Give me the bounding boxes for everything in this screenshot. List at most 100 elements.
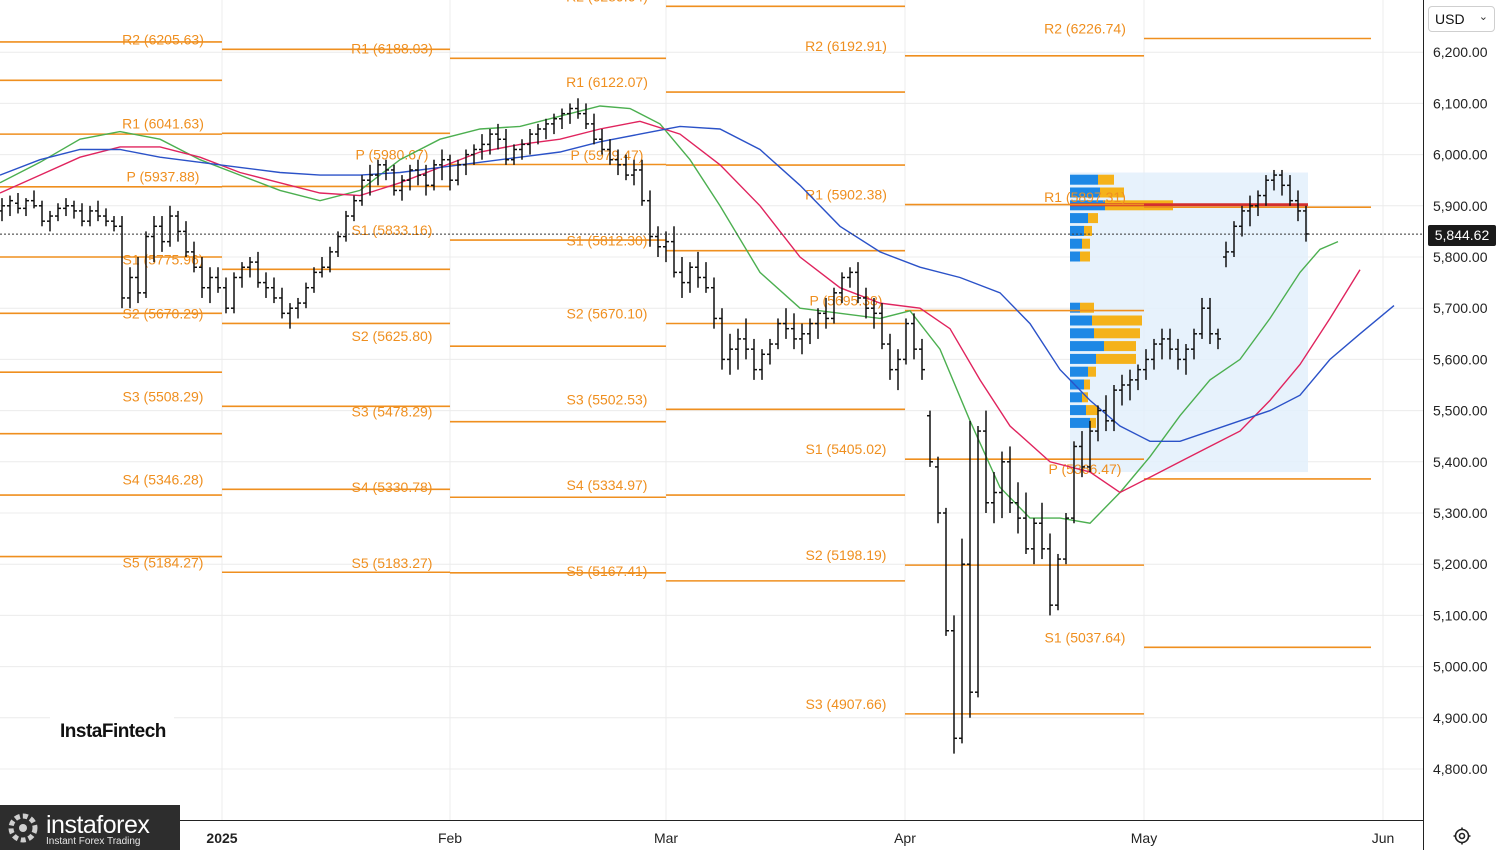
pivot-label: S5 (5183.27) xyxy=(352,555,433,571)
volume-profile-buy-bar xyxy=(1070,302,1080,313)
volume-profile-sell-bar xyxy=(1080,302,1094,313)
volume-profile-buy-bar xyxy=(1070,341,1104,352)
price-tick-label: 4,800.00 xyxy=(1433,761,1488,777)
pivot-label: S3 (5508.29) xyxy=(123,388,204,404)
moving-average-mid xyxy=(0,120,1361,494)
pivot-label: P (5979.47) xyxy=(571,147,644,163)
pivot-label: S1 (5833.16) xyxy=(352,222,433,238)
volume-profile-buy-bar xyxy=(1070,174,1098,185)
pivot-label: R1 (5902.38) xyxy=(805,187,887,203)
pivot-label: P (5937.88) xyxy=(127,168,200,184)
volume-profile-buy-bar xyxy=(1070,392,1082,403)
volume-profile-buy-bar xyxy=(1070,405,1086,416)
time-tick-label: Feb xyxy=(438,830,462,846)
pivot-label: S1 (5405.02) xyxy=(806,441,887,457)
volume-profile-sell-bar xyxy=(1080,251,1090,262)
volume-profile-sell-bar xyxy=(1084,379,1090,390)
moving-average-slow xyxy=(0,125,1395,442)
volume-profile-buy-bar xyxy=(1070,328,1094,339)
time-tick-label: Mar xyxy=(654,830,678,846)
price-tick-label: 4,900.00 xyxy=(1433,710,1488,726)
moving-averages xyxy=(0,105,1395,524)
volume-profile-buy-bar xyxy=(1070,213,1088,224)
pivot-label: R1 (6122.07) xyxy=(566,74,648,90)
pivot-label: P (5366.47) xyxy=(1049,461,1122,477)
pivot-label: S4 (5330.78) xyxy=(352,479,433,495)
volume-profile-buy-bar xyxy=(1070,251,1080,262)
currency-label: USD xyxy=(1435,11,1465,27)
volume-profile-sell-bar xyxy=(1094,328,1140,339)
pivot-label: S3 (5478.29) xyxy=(352,404,433,420)
time-tick-label: Apr xyxy=(894,830,916,846)
volume-profile-sell-bar xyxy=(1098,174,1114,185)
pivot-label: S1 (5812.30) xyxy=(567,233,648,249)
watermark-text: InstaFintech xyxy=(60,721,166,742)
price-tick-label: 5,300.00 xyxy=(1433,505,1488,521)
pivot-label: S3 (4907.66) xyxy=(806,696,887,712)
pivot-label: R1 (6041.63) xyxy=(122,115,204,131)
price-tick-label: 6,100.00 xyxy=(1433,95,1488,111)
volume-profile-buy-bar xyxy=(1070,353,1096,364)
pivot-label: R1 (6188.03) xyxy=(351,40,433,56)
pivot-label: S4 (5346.28) xyxy=(123,471,204,487)
volume-profile-sell-bar xyxy=(1104,341,1136,352)
gear-icon[interactable] xyxy=(1452,826,1472,846)
volume-profile-buy-bar xyxy=(1070,315,1092,326)
pivot-label: R1 (5897.31) xyxy=(1044,189,1126,205)
volume-profile-buy-bar xyxy=(1070,238,1082,249)
volume-profile-sell-bar xyxy=(1092,315,1142,326)
volume-profile-sell-bar xyxy=(1090,417,1096,428)
price-tick-label: 5,000.00 xyxy=(1433,659,1488,675)
pivot-label: S2 (5625.80) xyxy=(352,328,433,344)
volume-profile-sell-bar xyxy=(1082,238,1090,249)
pivot-label: S2 (5198.19) xyxy=(806,547,887,563)
price-axis[interactable]: 4,800.00 4,900.00 5,000.00 5,100.00 5,200.00… xyxy=(1433,44,1488,777)
volume-profile-sell-bar xyxy=(1100,187,1124,198)
volume-profile-buy-bar xyxy=(1070,379,1084,390)
price-tick-label: 6,000.00 xyxy=(1433,147,1488,163)
pivot-label: R2 (6205.63) xyxy=(122,31,204,47)
price-tick-label: 6,200.00 xyxy=(1433,44,1488,60)
volume-profile-sell-bar xyxy=(1086,405,1098,416)
pivot-label: S5 (5184.27) xyxy=(123,554,204,570)
instaforex-logo: instaforex Instant Forex Trading xyxy=(0,805,180,850)
pivot-label: S3 (5502.53) xyxy=(567,391,648,407)
pivot-label: R2 (6226.74) xyxy=(1044,21,1126,37)
price-tick-label: 5,600.00 xyxy=(1433,351,1488,367)
pivot-label: S4 (5334.97) xyxy=(567,477,648,493)
time-axis[interactable]: 2025 Feb Mar Apr May Jun xyxy=(206,830,1394,846)
logo-subtitle: Instant Forex Trading xyxy=(46,836,141,847)
pivot-label: R2 (6192.91) xyxy=(805,38,887,54)
volume-profile-buy-bar xyxy=(1070,417,1090,428)
volume-profile-sell-bar xyxy=(1088,366,1096,377)
volume-profile-sell-bar xyxy=(1084,225,1092,236)
logo-title: instaforex xyxy=(46,811,150,839)
volume-profile-buy-bar xyxy=(1070,225,1084,236)
volume-profile-sell-bar xyxy=(1082,392,1088,403)
price-tick-label: 5,900.00 xyxy=(1433,198,1488,214)
pivot-label: S2 (5670.10) xyxy=(567,306,648,322)
last-price-tag: 5,844.62 xyxy=(1428,225,1496,246)
time-tick-label: 2025 xyxy=(206,830,237,846)
price-tick-label: 5,100.00 xyxy=(1433,607,1488,623)
volume-profile-sell-bar xyxy=(1096,353,1136,364)
pivot-label: S1 (5775.96) xyxy=(123,251,204,267)
price-tick-label: 5,700.00 xyxy=(1433,300,1488,316)
pivot-label: S5 (5167.41) xyxy=(567,563,648,579)
price-tick-label: 5,200.00 xyxy=(1433,556,1488,572)
currency-select[interactable]: USD ⌄ xyxy=(1428,6,1495,32)
watermark-box: InstaFintech xyxy=(50,693,174,757)
ohlc-bars xyxy=(0,98,1309,754)
pivot-label: S1 (5037.64) xyxy=(1045,629,1126,645)
pivot-label: R2 (6289.64) xyxy=(566,0,648,4)
price-tick-label: 5,400.00 xyxy=(1433,454,1488,470)
volume-profile-sell-bar xyxy=(1088,213,1098,224)
chevron-down-icon: ⌄ xyxy=(1478,11,1488,23)
pivot-label: P (5980.67) xyxy=(356,146,429,162)
moving-average-fast xyxy=(0,105,1339,524)
time-tick-label: May xyxy=(1131,830,1157,846)
logo-mark-icon xyxy=(8,813,38,843)
time-tick-label: Jun xyxy=(1372,830,1395,846)
volume-profile xyxy=(1070,172,1308,473)
